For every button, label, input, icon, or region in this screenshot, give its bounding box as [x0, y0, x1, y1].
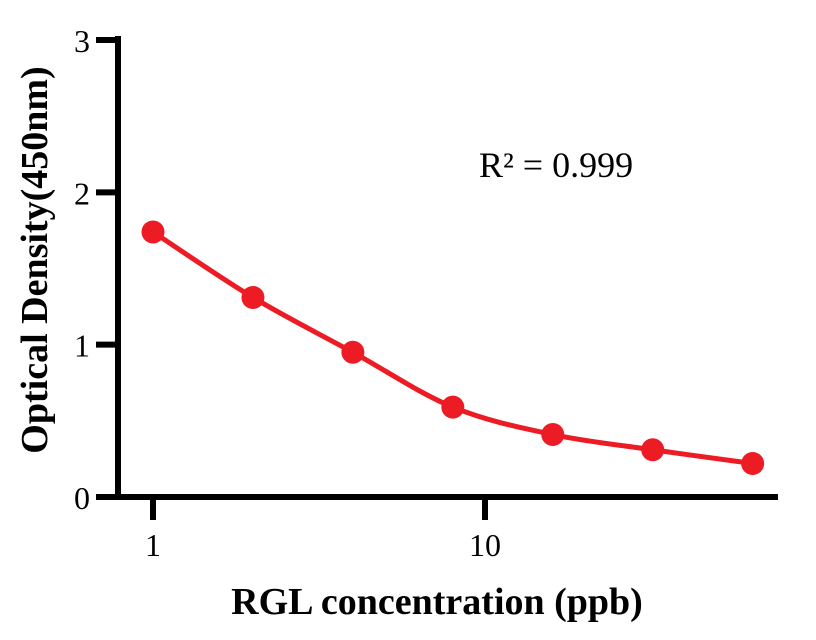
- data-point: [741, 451, 765, 475]
- y-axis-title: Optical Density(450nm): [14, 66, 57, 454]
- y-tick-label: 0: [74, 480, 90, 516]
- data-point: [341, 340, 365, 364]
- data-point: [541, 423, 565, 447]
- data-point: [441, 395, 465, 419]
- y-tick-label: 3: [74, 23, 90, 59]
- data-point: [241, 285, 265, 309]
- y-tick-label: 1: [74, 328, 90, 364]
- data-point: [141, 220, 165, 244]
- r-squared-annotation: R² = 0.999: [479, 145, 634, 185]
- x-axis-title: RGL concentration (ppb): [231, 581, 643, 623]
- x-tick-label: 10: [469, 527, 501, 563]
- x-tick-label: 1: [145, 527, 161, 563]
- data-point: [641, 438, 665, 462]
- y-tick-label: 2: [74, 175, 90, 211]
- fit-curve: [150, 229, 756, 466]
